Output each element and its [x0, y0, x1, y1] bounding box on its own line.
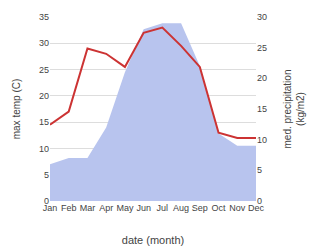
svg-text:25: 25 — [257, 43, 267, 53]
svg-text:med. precipitation(kg/m2): med. precipitation(kg/m2) — [282, 70, 306, 149]
svg-text:10: 10 — [257, 135, 267, 145]
svg-text:Jan: Jan — [43, 203, 58, 213]
svg-text:15: 15 — [39, 117, 49, 127]
svg-text:Mar: Mar — [80, 203, 96, 213]
svg-text:Apr: Apr — [99, 203, 113, 213]
svg-text:15: 15 — [257, 104, 267, 114]
svg-text:Jul: Jul — [157, 203, 169, 213]
svg-text:Feb: Feb — [61, 203, 77, 213]
svg-text:Sep: Sep — [192, 203, 208, 213]
svg-text:5: 5 — [257, 165, 262, 175]
svg-text:30: 30 — [257, 12, 267, 22]
svg-text:20: 20 — [39, 91, 49, 101]
svg-text:Dec: Dec — [248, 203, 265, 213]
svg-text:10: 10 — [39, 144, 49, 154]
svg-text:20: 20 — [257, 73, 267, 83]
svg-text:0: 0 — [257, 196, 262, 206]
svg-text:Oct: Oct — [212, 203, 227, 213]
svg-text:25: 25 — [39, 65, 49, 75]
svg-text:max temp (C): max temp (C) — [11, 79, 22, 140]
svg-text:May: May — [116, 203, 134, 213]
svg-text:5: 5 — [44, 170, 49, 180]
svg-text:Jun: Jun — [136, 203, 151, 213]
svg-text:30: 30 — [39, 38, 49, 48]
svg-text:0: 0 — [44, 196, 49, 206]
svg-text:Nov: Nov — [229, 203, 246, 213]
svg-text:Aug: Aug — [173, 203, 189, 213]
svg-text:35: 35 — [39, 12, 49, 22]
svg-text:date (month): date (month) — [122, 234, 184, 246]
